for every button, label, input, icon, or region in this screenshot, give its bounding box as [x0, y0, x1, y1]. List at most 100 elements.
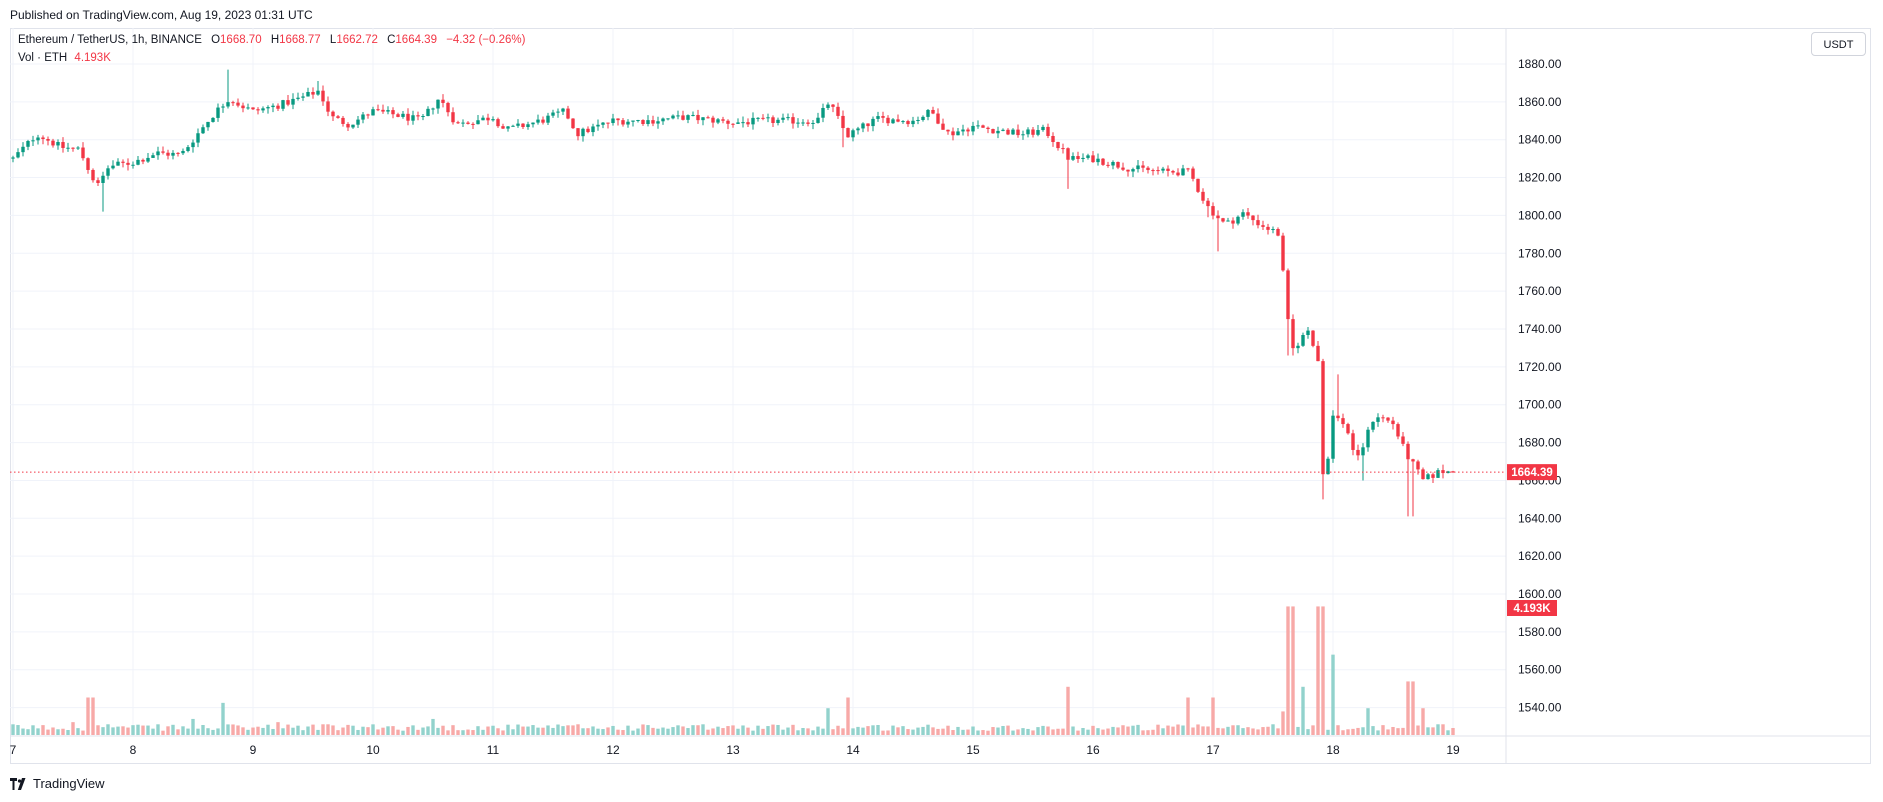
candle-body: [821, 107, 825, 118]
volume-bar: [1211, 697, 1215, 735]
volume-bar: [516, 724, 520, 735]
volume-bar: [426, 726, 430, 735]
candle-body: [1121, 167, 1125, 170]
volume-bar: [1371, 726, 1375, 735]
price-change: −4.32 (−0.26%): [446, 34, 526, 46]
candle-body: [11, 157, 15, 159]
candle-body: [1331, 415, 1335, 459]
candle-body: [1191, 168, 1195, 179]
volume-bar: [356, 729, 360, 735]
symbol-legend[interactable]: Ethereum / TetherUS, 1h, BINANCE O1668.7…: [18, 34, 525, 46]
volume-bar: [531, 725, 535, 735]
volume-bar: [391, 726, 395, 735]
candle-body: [1096, 158, 1100, 163]
date-tick-label: 7: [10, 743, 17, 757]
candle-body: [571, 118, 575, 129]
price-chart[interactable]: 1540.00 1560.00 1580.00 1600.00 1620.00 1640.…: [10, 28, 1871, 764]
candle-body: [306, 91, 310, 97]
candle-body: [46, 138, 50, 141]
volume-bar: [616, 729, 620, 735]
candle-body: [406, 113, 410, 121]
volume-label[interactable]: Vol · ETH: [18, 52, 68, 64]
time-axis: 7 8 9 10 11 12 13 14 15 16 17 18 19: [10, 743, 1460, 757]
candle-body: [761, 117, 765, 119]
candle-body: [1426, 474, 1430, 480]
price-tick-label: 1680.00: [1518, 436, 1562, 450]
candle-body: [491, 119, 495, 121]
price-tick-label: 1740.00: [1518, 322, 1562, 336]
price-tick-label: 1600.00: [1518, 587, 1562, 601]
candle-body: [656, 121, 660, 124]
volume-bar: [1346, 729, 1350, 735]
candle-body: [1366, 429, 1370, 448]
ohlc-high-label: H: [270, 34, 280, 46]
candle-body: [481, 117, 485, 121]
volume-bar: [1046, 726, 1050, 735]
symbol-name[interactable]: Ethereum / TetherUS, 1h, BINANCE: [18, 34, 202, 46]
currency-button[interactable]: USDT: [1811, 32, 1866, 56]
candle-body: [1146, 167, 1150, 171]
candle-body: [801, 122, 805, 124]
candle-body: [816, 117, 820, 123]
volume-bar: [111, 727, 115, 735]
candle-body: [1296, 345, 1300, 349]
candle-body: [26, 141, 30, 147]
volume-bar: [906, 729, 910, 735]
candle-body: [1201, 191, 1205, 201]
ohlc-high-value: 1668.77: [279, 34, 321, 46]
candle-body: [486, 117, 490, 121]
volume-bar: [641, 724, 645, 735]
volume-bar: [1181, 725, 1185, 735]
volume-bar: [721, 728, 725, 735]
volume-legend[interactable]: Vol · ETH 4.193K: [18, 52, 111, 64]
candle-body: [1251, 215, 1255, 221]
candle-body: [86, 158, 90, 170]
price-tick-label: 1720.00: [1518, 360, 1562, 374]
volume-bar: [861, 727, 865, 735]
date-tick-label: 9: [250, 743, 257, 757]
candle-body: [1056, 142, 1060, 149]
volume-bar: [221, 702, 225, 735]
volume-bar: [1306, 729, 1310, 735]
candle-body: [281, 100, 285, 109]
candle-body: [1431, 474, 1435, 478]
candle-body: [1336, 415, 1340, 419]
footer-brand[interactable]: TradingView: [10, 776, 105, 791]
price-axis: 1540.00 1560.00 1580.00 1600.00 1620.00 1640.…: [1518, 57, 1562, 715]
candle-body: [111, 165, 115, 169]
candle-body: [276, 105, 280, 109]
volume-bar: [1336, 725, 1340, 735]
candle-body: [386, 110, 390, 112]
candle-body: [126, 162, 130, 165]
date-tick-label: 12: [606, 743, 620, 757]
candle-body: [1316, 345, 1320, 362]
candle-body: [891, 119, 895, 124]
volume-bar: [926, 724, 930, 735]
date-tick-label: 10: [366, 743, 380, 757]
date-tick-label: 8: [130, 743, 137, 757]
candle-body: [21, 146, 25, 153]
candle-body: [1016, 129, 1020, 136]
candle-body: [806, 122, 810, 124]
candle-body: [236, 102, 240, 106]
volume-bar: [946, 725, 950, 735]
candle-body: [106, 168, 110, 176]
candle-body: [611, 118, 615, 124]
candle-body: [1101, 158, 1105, 165]
volume-bar: [506, 724, 510, 735]
candle-body: [576, 128, 580, 137]
price-tick-label: 1620.00: [1518, 549, 1562, 563]
volume-bar: [406, 726, 410, 735]
volume-bar: [331, 725, 335, 735]
volume-bar: [881, 730, 885, 735]
volume-bar: [1091, 725, 1095, 735]
volume-bar: [596, 728, 600, 735]
candle-body: [266, 107, 270, 109]
candle-body: [391, 110, 395, 115]
date-tick-label: 18: [1326, 743, 1340, 757]
volume-bar: [186, 728, 190, 735]
volume-bar: [1301, 686, 1305, 735]
volume-bar: [1201, 726, 1205, 735]
volume-bar: [41, 725, 45, 735]
candle-body: [886, 117, 890, 124]
